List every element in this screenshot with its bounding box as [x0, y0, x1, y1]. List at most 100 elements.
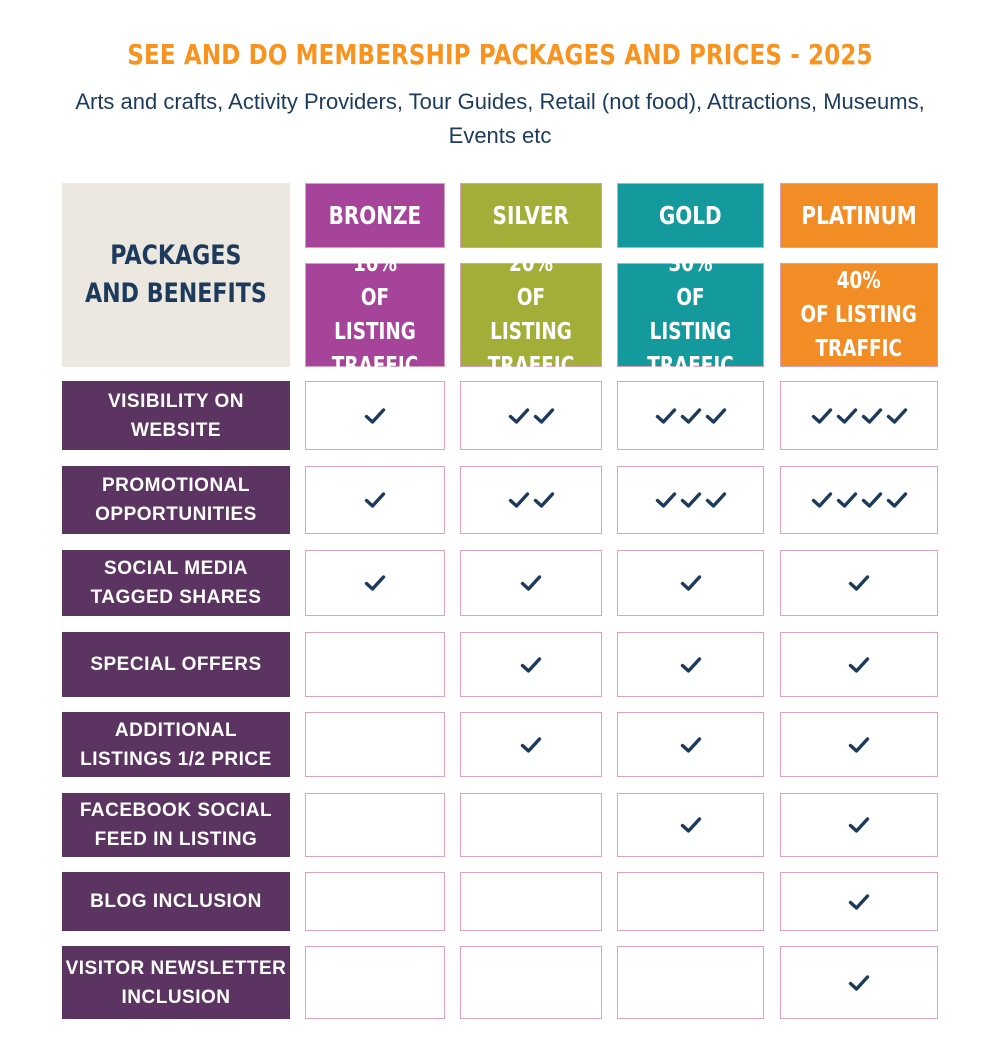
- table-cell: [460, 381, 602, 450]
- table-cell: [780, 872, 938, 931]
- tier-traffic-bronze: 10% OF LISTING TRAFFIC: [305, 251, 445, 379]
- row-label-text: SPECIAL OFFERS: [90, 654, 262, 675]
- check-mark-icon: [810, 489, 834, 511]
- table-cell: [460, 946, 602, 1019]
- check-group: [363, 572, 387, 594]
- check-mark-icon: [654, 405, 678, 427]
- check-mark-icon: [847, 814, 871, 836]
- table-cell: [305, 466, 445, 534]
- table-cell: [305, 550, 445, 616]
- check-mark-icon: [704, 489, 728, 511]
- check-mark-icon: [679, 814, 703, 836]
- check-mark-icon: [679, 572, 703, 594]
- check-group: [847, 734, 871, 756]
- check-group: [847, 654, 871, 676]
- check-mark-icon: [847, 891, 871, 913]
- row-label: VISIBILITY ON WEBSITE: [62, 381, 290, 450]
- table-cell: [460, 466, 602, 534]
- row-label-text: ADDITIONAL LISTINGS 1/2 PRICE: [80, 719, 272, 770]
- table-cell: [780, 793, 938, 857]
- check-group: [847, 972, 871, 994]
- check-mark-icon: [532, 405, 556, 427]
- check-group: [519, 734, 543, 756]
- table-cell: [617, 632, 764, 697]
- check-mark-icon: [704, 405, 728, 427]
- table-cell: [460, 712, 602, 777]
- row-label: PROMOTIONAL OPPORTUNITIES: [62, 466, 290, 534]
- table-cell: [460, 550, 602, 616]
- check-mark-icon: [885, 405, 909, 427]
- table-cell: [305, 946, 445, 1019]
- check-mark-icon: [654, 489, 678, 511]
- table-cell: [305, 632, 445, 697]
- tier-name-bronze: BRONZE: [328, 201, 422, 230]
- tier-header-gold: GOLD: [617, 183, 764, 248]
- check-group: [679, 572, 703, 594]
- row-label: FACEBOOK SOCIAL FEED IN LISTING: [62, 793, 290, 857]
- tier-traffic-label-gold: 30% OF LISTING TRAFFIC: [647, 251, 734, 379]
- check-group: [507, 405, 556, 427]
- row-label-text: PROMOTIONAL OPPORTUNITIES: [95, 475, 257, 525]
- tier-traffic-silver: 20% OF LISTING TRAFFIC: [460, 251, 602, 379]
- tier-traffic-gold: 30% OF LISTING TRAFFIC: [617, 251, 764, 379]
- check-group: [679, 814, 703, 836]
- row-label-text: VISITOR NEWSLETTER INCLUSION: [65, 957, 287, 1008]
- check-mark-icon: [835, 405, 859, 427]
- check-mark-icon: [810, 405, 834, 427]
- table-cell: [305, 872, 445, 931]
- check-mark-icon: [679, 734, 703, 756]
- tier-header-bronze: BRONZE: [305, 183, 445, 248]
- tier-traffic-label-silver: 20% OF LISTING TRAFFIC: [487, 251, 575, 379]
- row-label: SOCIAL MEDIA TAGGED SHARES: [62, 550, 290, 616]
- check-mark-icon: [847, 734, 871, 756]
- check-mark-icon: [835, 489, 859, 511]
- check-mark-icon: [507, 489, 531, 511]
- row-label-text: BLOG INCLUSION: [90, 891, 262, 912]
- tier-name-gold: GOLD: [659, 201, 722, 230]
- check-mark-icon: [847, 972, 871, 994]
- check-mark-icon: [507, 405, 531, 427]
- row-label: ADDITIONAL LISTINGS 1/2 PRICE: [62, 712, 290, 777]
- check-group: [654, 405, 728, 427]
- corner-label: PACKAGES AND BENEFITS: [85, 240, 267, 309]
- table-cell: [617, 466, 764, 534]
- check-group: [363, 489, 387, 511]
- row-label: VISITOR NEWSLETTER INCLUSION: [62, 946, 290, 1019]
- row-label: BLOG INCLUSION: [62, 872, 290, 931]
- table-cell: [780, 466, 938, 534]
- table-cell: [617, 793, 764, 857]
- check-mark-icon: [679, 489, 703, 511]
- tier-header-platinum: PLATINUM: [780, 183, 938, 248]
- packages-benefits-header: PACKAGES AND BENEFITS: [62, 183, 290, 367]
- check-mark-icon: [363, 489, 387, 511]
- tier-traffic-label-platinum: 40% OF LISTING TRAFFIC: [800, 268, 918, 362]
- table-cell: [460, 632, 602, 697]
- check-mark-icon: [847, 654, 871, 676]
- check-group: [679, 654, 703, 676]
- check-mark-icon: [860, 489, 884, 511]
- table-cell: [617, 381, 764, 450]
- page-title: SEE AND DO MEMBERSHIP PACKAGES AND PRICE…: [127, 38, 873, 71]
- check-group: [679, 734, 703, 756]
- check-group: [363, 405, 387, 427]
- tier-name-silver: SILVER: [492, 201, 570, 230]
- check-mark-icon: [519, 572, 543, 594]
- table-cell: [460, 872, 602, 931]
- check-group: [507, 489, 556, 511]
- check-mark-icon: [860, 405, 884, 427]
- row-label-text: FACEBOOK SOCIAL FEED IN LISTING: [79, 800, 273, 850]
- table-cell: [305, 712, 445, 777]
- check-mark-icon: [885, 489, 909, 511]
- check-group: [847, 814, 871, 836]
- table-cell: [780, 946, 938, 1019]
- check-group: [519, 572, 543, 594]
- tier-header-silver: SILVER: [460, 183, 602, 248]
- check-mark-icon: [363, 405, 387, 427]
- tier-traffic-label-bronze: 10% OF LISTING TRAFFIC: [331, 251, 419, 379]
- check-group: [519, 654, 543, 676]
- check-mark-icon: [679, 654, 703, 676]
- table-cell: [780, 550, 938, 616]
- page-subtitle: Arts and crafts, Activity Providers, Tou…: [75, 89, 925, 148]
- row-label-text: SOCIAL MEDIA TAGGED SHARES: [90, 558, 262, 608]
- table-cell: [617, 946, 764, 1019]
